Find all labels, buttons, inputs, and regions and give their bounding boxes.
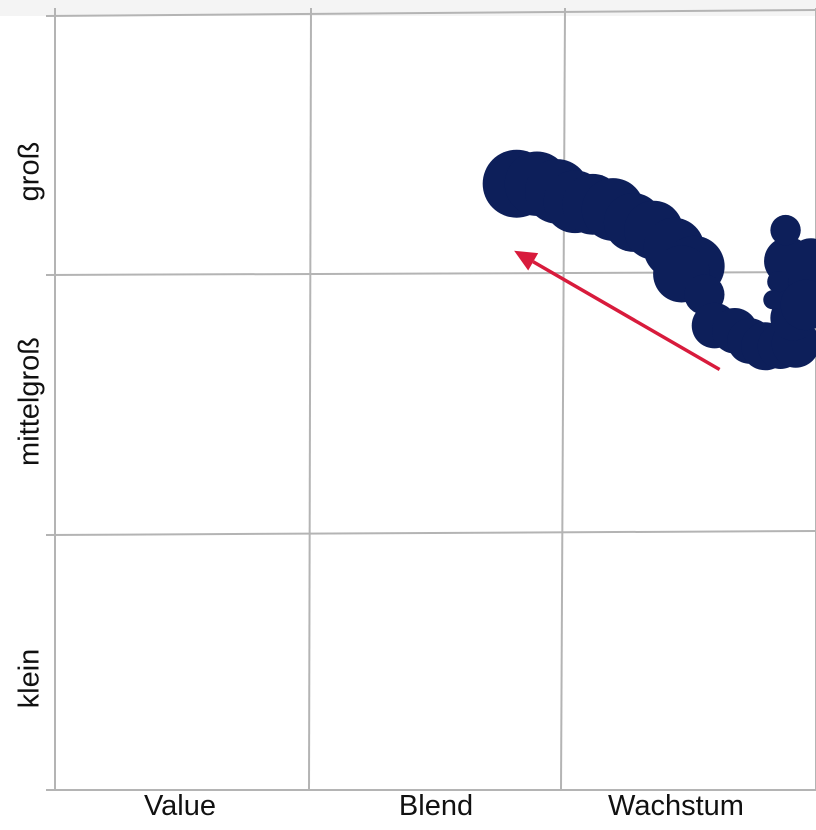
grid-line-horizontal [45,530,816,536]
x-tick-blend: Blend [398,790,474,822]
y-tick-klein: klein [13,648,46,709]
grid-line-vertical [308,7,312,791]
y-tick-mittelgross: mittelgroß [13,337,46,466]
arrow-head [514,250,539,271]
data-point [780,279,816,331]
data-point [770,214,801,246]
grid-line-horizontal [45,9,816,17]
trend-arrow [514,250,721,371]
y-tick-gross: groß [13,141,46,202]
grid-line-vertical [560,7,566,791]
x-tick-value: Value [143,790,217,822]
data-point [763,290,783,310]
x-tick-wachstum: Wachstum [608,790,744,822]
data-points [482,149,816,371]
data-point [767,270,789,293]
arrow-shaft [532,260,721,371]
grid-lines [0,0,816,791]
